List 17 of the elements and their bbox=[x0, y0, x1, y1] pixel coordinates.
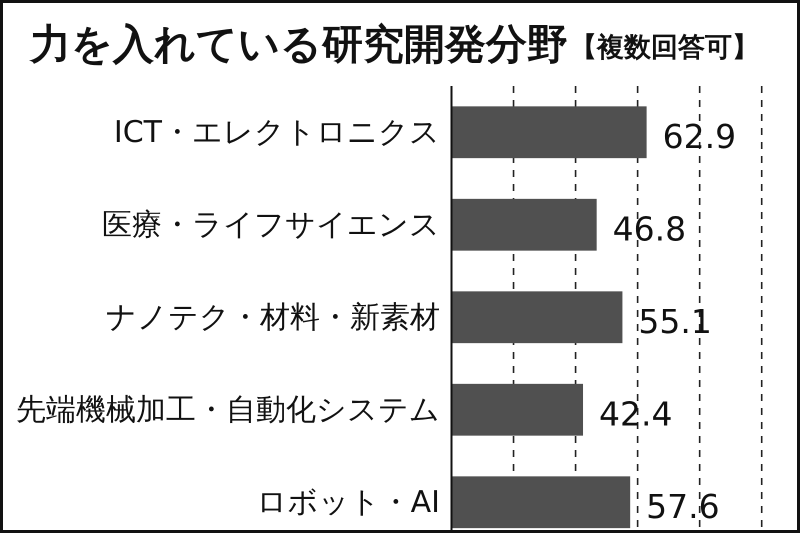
bar bbox=[452, 384, 584, 436]
data-label: 46.8 bbox=[612, 209, 686, 248]
bar bbox=[452, 198, 597, 251]
data-label: 42.4 bbox=[599, 394, 673, 434]
bar bbox=[452, 106, 647, 158]
bar bbox=[452, 291, 622, 344]
data-label: 57.6 bbox=[646, 486, 720, 526]
chart-title: 力を入れている研究開発分野 bbox=[29, 20, 568, 68]
data-label: 55.1 bbox=[638, 302, 712, 341]
chart-subtitle: 【複数回答可】 bbox=[570, 32, 759, 63]
y-tick-label: ICT・エレクトロニクス bbox=[114, 114, 440, 150]
y-tick-label: 医療・ライフサイエンス bbox=[102, 207, 440, 242]
y-tick-label: ロボット・AI bbox=[256, 484, 440, 520]
y-tick-label: ナノテク・材料・新素材 bbox=[106, 300, 440, 335]
y-tick-label: 先端機械加工・自動化システム bbox=[16, 392, 440, 428]
bar bbox=[452, 476, 630, 528]
data-label: 62.9 bbox=[662, 116, 736, 156]
